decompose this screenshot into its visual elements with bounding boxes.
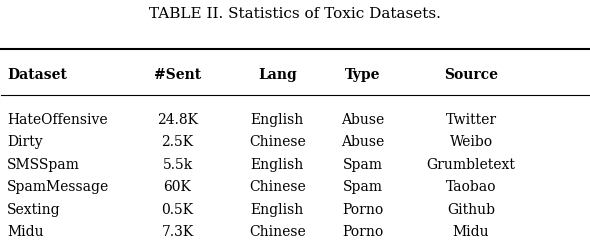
Text: 0.5K: 0.5K bbox=[162, 203, 194, 217]
Text: Porno: Porno bbox=[342, 203, 383, 217]
Text: Chinese: Chinese bbox=[249, 135, 306, 149]
Text: Lang: Lang bbox=[258, 68, 297, 82]
Text: #Sent: #Sent bbox=[154, 68, 201, 82]
Text: Twitter: Twitter bbox=[445, 113, 497, 127]
Text: 5.5k: 5.5k bbox=[162, 158, 193, 172]
Text: HateOffensive: HateOffensive bbox=[7, 113, 108, 127]
Text: Spam: Spam bbox=[343, 158, 382, 172]
Text: 24.8K: 24.8K bbox=[157, 113, 198, 127]
Text: Taobao: Taobao bbox=[446, 180, 496, 194]
Text: Spam: Spam bbox=[343, 180, 382, 194]
Text: Midu: Midu bbox=[7, 225, 44, 239]
Text: Sexting: Sexting bbox=[7, 203, 61, 217]
Text: Github: Github bbox=[447, 203, 495, 217]
Text: Abuse: Abuse bbox=[341, 135, 384, 149]
Text: English: English bbox=[251, 158, 304, 172]
Text: Dataset: Dataset bbox=[7, 68, 67, 82]
Text: Source: Source bbox=[444, 68, 498, 82]
Text: Weibo: Weibo bbox=[450, 135, 493, 149]
Text: 7.3K: 7.3K bbox=[162, 225, 194, 239]
Text: Abuse: Abuse bbox=[341, 113, 384, 127]
Text: 2.5K: 2.5K bbox=[162, 135, 194, 149]
Text: Chinese: Chinese bbox=[249, 225, 306, 239]
Text: Type: Type bbox=[345, 68, 381, 82]
Text: Midu: Midu bbox=[453, 225, 490, 239]
Text: Porno: Porno bbox=[342, 225, 383, 239]
Text: SMSSpam: SMSSpam bbox=[7, 158, 80, 172]
Text: English: English bbox=[251, 113, 304, 127]
Text: Grumbletext: Grumbletext bbox=[427, 158, 516, 172]
Text: TABLE II. Statistics of Toxic Datasets.: TABLE II. Statistics of Toxic Datasets. bbox=[149, 8, 441, 22]
Text: 60K: 60K bbox=[163, 180, 192, 194]
Text: Dirty: Dirty bbox=[7, 135, 43, 149]
Text: SpamMessage: SpamMessage bbox=[7, 180, 110, 194]
Text: Chinese: Chinese bbox=[249, 180, 306, 194]
Text: English: English bbox=[251, 203, 304, 217]
